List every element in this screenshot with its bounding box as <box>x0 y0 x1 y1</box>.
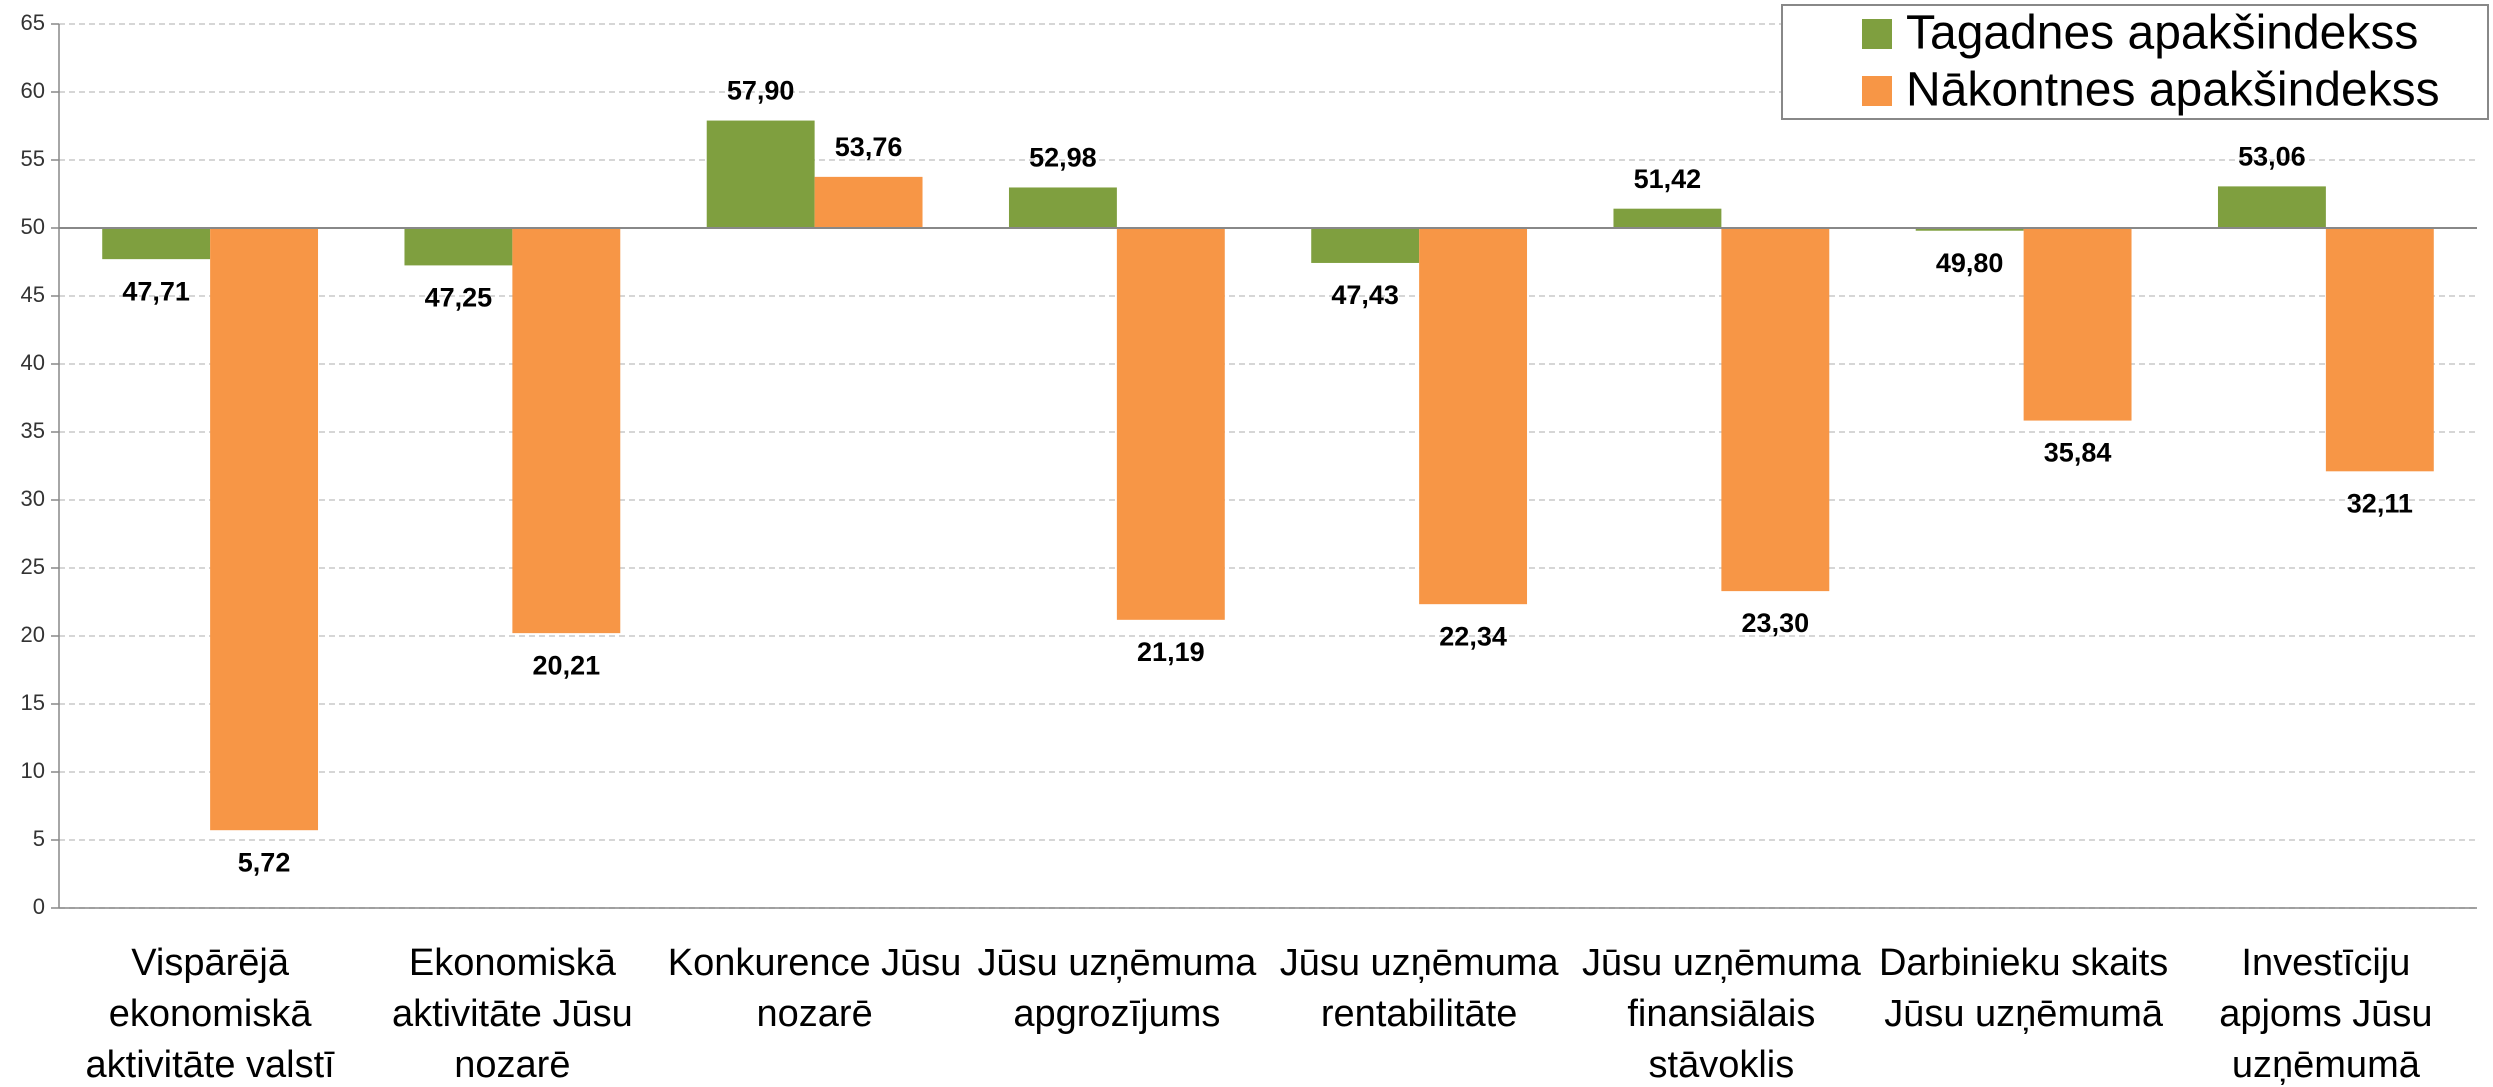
bar <box>1311 228 1420 263</box>
y-tick-label: 65 <box>21 10 45 35</box>
y-tick-label: 15 <box>21 690 45 715</box>
x-tick-label: aktivitāte Jūsu <box>392 993 633 1035</box>
data-label: 52,98 <box>1029 143 1097 173</box>
data-label: 22,34 <box>1439 621 1507 651</box>
y-tick-label: 25 <box>21 554 45 579</box>
legend-label: Nākontnes apakšindekss <box>1906 64 2440 117</box>
x-tick-label: nozarē <box>757 993 873 1035</box>
data-label: 35,84 <box>2044 438 2112 468</box>
y-tick-label: 45 <box>21 282 45 307</box>
data-label: 53,06 <box>2238 142 2306 172</box>
y-tick-label: 30 <box>21 486 45 511</box>
data-label: 5,72 <box>238 847 291 877</box>
bar <box>404 228 513 266</box>
y-tick-label: 0 <box>33 894 45 919</box>
bar <box>2217 186 2326 228</box>
x-tick-label: Jūsu uzņēmuma <box>1582 942 1862 984</box>
data-label: 57,90 <box>727 76 795 106</box>
data-label: 49,80 <box>1936 248 2004 278</box>
x-tick-label: apgrozījums <box>1013 993 1220 1035</box>
y-tick-label: 40 <box>21 350 45 375</box>
x-tick-label: apjoms Jūsu <box>2219 993 2432 1035</box>
y-tick-label: 60 <box>21 78 45 103</box>
bar <box>1613 208 1722 228</box>
bar <box>2325 228 2434 472</box>
bar <box>512 228 621 634</box>
legend-label: Tagadnes apakšindekss <box>1906 7 2418 60</box>
y-tick-label: 50 <box>21 214 45 239</box>
x-tick-label: aktivitāte valstī <box>86 1044 336 1086</box>
data-label: 47,43 <box>1331 280 1399 310</box>
data-label: 23,30 <box>1742 608 1810 638</box>
bar <box>1116 228 1225 620</box>
x-tick-label: Ekonomiskā <box>409 942 617 984</box>
y-tick-label: 35 <box>21 418 45 443</box>
legend-box <box>1781 4 2489 120</box>
bar <box>1419 228 1528 605</box>
bar <box>706 120 815 228</box>
bar <box>2023 228 2132 421</box>
data-label: 51,42 <box>1634 164 1702 194</box>
bar <box>814 176 923 228</box>
x-tick-label: nozarē <box>454 1044 570 1086</box>
data-label: 20,21 <box>533 650 601 680</box>
y-tick-label: 20 <box>21 622 45 647</box>
y-tick-label: 55 <box>21 146 45 171</box>
x-tick-label: Konkurence Jūsu <box>668 942 962 984</box>
bar <box>1915 228 2024 231</box>
y-tick-label: 10 <box>21 758 45 783</box>
x-tick-label: Jūsu uzņēmumā <box>1884 993 2164 1035</box>
bar <box>1721 228 1830 592</box>
x-tick-label: Jūsu uzņēmuma <box>977 942 1257 984</box>
bar <box>102 228 211 260</box>
bar <box>1008 187 1117 228</box>
x-tick-label: uzņēmumā <box>2232 1044 2421 1086</box>
bar <box>210 228 319 831</box>
x-tick-label: ekonomiskā <box>109 993 313 1035</box>
y-tick-label: 5 <box>33 826 45 851</box>
x-tick-label: rentabilitāte <box>1321 993 1517 1035</box>
x-tick-label: finansiālais <box>1627 993 1815 1035</box>
x-tick-label: Darbinieku skaits <box>1879 942 2168 984</box>
legend-swatch <box>1862 76 1892 106</box>
legend-swatch <box>1862 19 1892 49</box>
x-tick-label: Investīciju <box>2241 942 2410 984</box>
data-label: 47,25 <box>425 283 493 313</box>
data-label: 47,71 <box>122 276 190 306</box>
data-label: 32,11 <box>2347 488 2413 518</box>
x-tick-label: Jūsu uzņēmuma <box>1280 942 1560 984</box>
data-label: 21,19 <box>1137 637 1205 667</box>
x-tick-label: Vispārējā <box>131 942 290 984</box>
data-label: 53,76 <box>835 132 903 162</box>
x-tick-label: stāvoklis <box>1649 1044 1795 1086</box>
